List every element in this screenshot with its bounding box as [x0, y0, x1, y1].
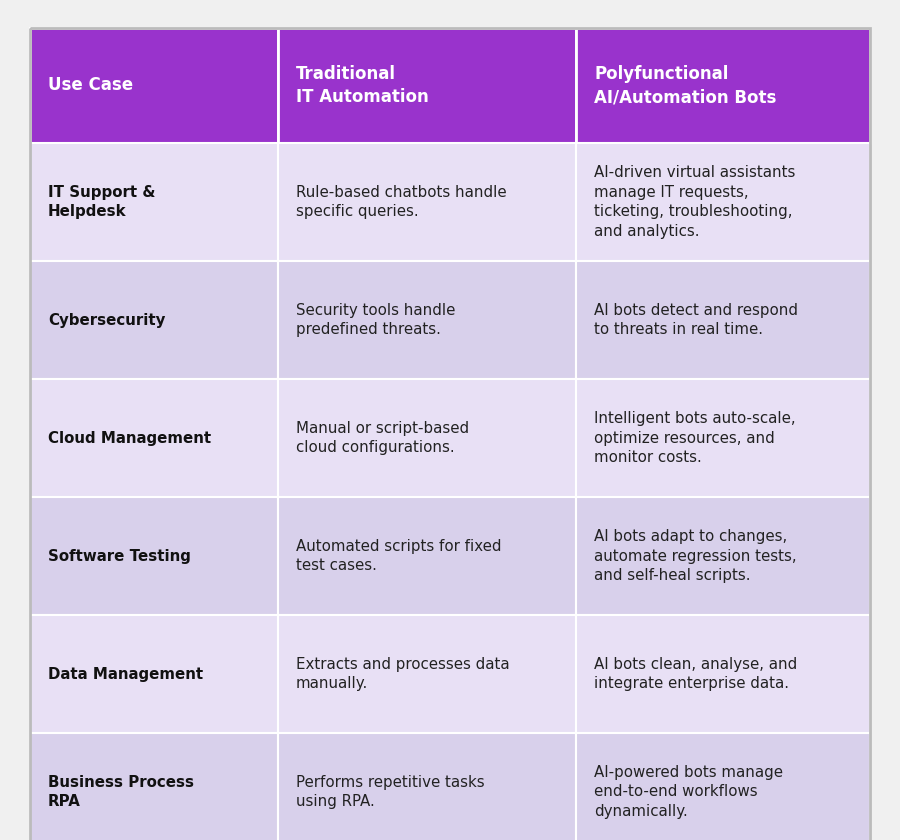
Bar: [278, 379, 576, 497]
Text: Automated scripts for fixed
test cases.: Automated scripts for fixed test cases.: [296, 538, 501, 574]
Bar: [30, 497, 278, 615]
Text: Rule-based chatbots handle
specific queries.: Rule-based chatbots handle specific quer…: [296, 185, 507, 219]
Text: AI bots detect and respond
to threats in real time.: AI bots detect and respond to threats in…: [594, 302, 798, 338]
Bar: [278, 143, 576, 261]
Bar: [278, 497, 576, 615]
Text: Intelligent bots auto-scale,
optimize resources, and
monitor costs.: Intelligent bots auto-scale, optimize re…: [594, 411, 796, 465]
Bar: [30, 28, 278, 143]
Text: AI-driven virtual assistants
manage IT requests,
ticketing, troubleshooting,
and: AI-driven virtual assistants manage IT r…: [594, 165, 796, 239]
Text: Extracts and processes data
manually.: Extracts and processes data manually.: [296, 657, 509, 691]
Text: Cybersecurity: Cybersecurity: [48, 312, 166, 328]
Bar: [278, 28, 576, 143]
Text: Business Process
RPA: Business Process RPA: [48, 774, 194, 810]
Bar: [30, 261, 278, 379]
Text: AI bots adapt to changes,
automate regression tests,
and self-heal scripts.: AI bots adapt to changes, automate regre…: [594, 528, 796, 583]
Text: Security tools handle
predefined threats.: Security tools handle predefined threats…: [296, 302, 455, 338]
Bar: [278, 733, 576, 840]
Bar: [576, 143, 870, 261]
Bar: [30, 615, 278, 733]
Text: Manual or script-based
cloud configurations.: Manual or script-based cloud configurati…: [296, 421, 469, 455]
Bar: [576, 379, 870, 497]
Text: Data Management: Data Management: [48, 666, 203, 681]
Text: Software Testing: Software Testing: [48, 549, 191, 564]
Text: IT Support &
Helpdesk: IT Support & Helpdesk: [48, 185, 156, 219]
Text: Performs repetitive tasks
using RPA.: Performs repetitive tasks using RPA.: [296, 774, 484, 810]
Text: AI bots clean, analyse, and
integrate enterprise data.: AI bots clean, analyse, and integrate en…: [594, 657, 797, 691]
Text: Traditional
IT Automation: Traditional IT Automation: [296, 65, 428, 107]
Bar: [576, 733, 870, 840]
Bar: [576, 261, 870, 379]
Bar: [30, 379, 278, 497]
Bar: [576, 497, 870, 615]
Bar: [30, 143, 278, 261]
Bar: [278, 261, 576, 379]
Bar: [30, 733, 278, 840]
Text: Polyfunctional
AI/Automation Bots: Polyfunctional AI/Automation Bots: [594, 65, 777, 107]
Bar: [278, 615, 576, 733]
Text: Cloud Management: Cloud Management: [48, 430, 211, 445]
Text: Use Case: Use Case: [48, 76, 133, 94]
Bar: [576, 28, 870, 143]
Text: AI-powered bots manage
end-to-end workflows
dynamically.: AI-powered bots manage end-to-end workfl…: [594, 764, 783, 819]
Bar: [576, 615, 870, 733]
